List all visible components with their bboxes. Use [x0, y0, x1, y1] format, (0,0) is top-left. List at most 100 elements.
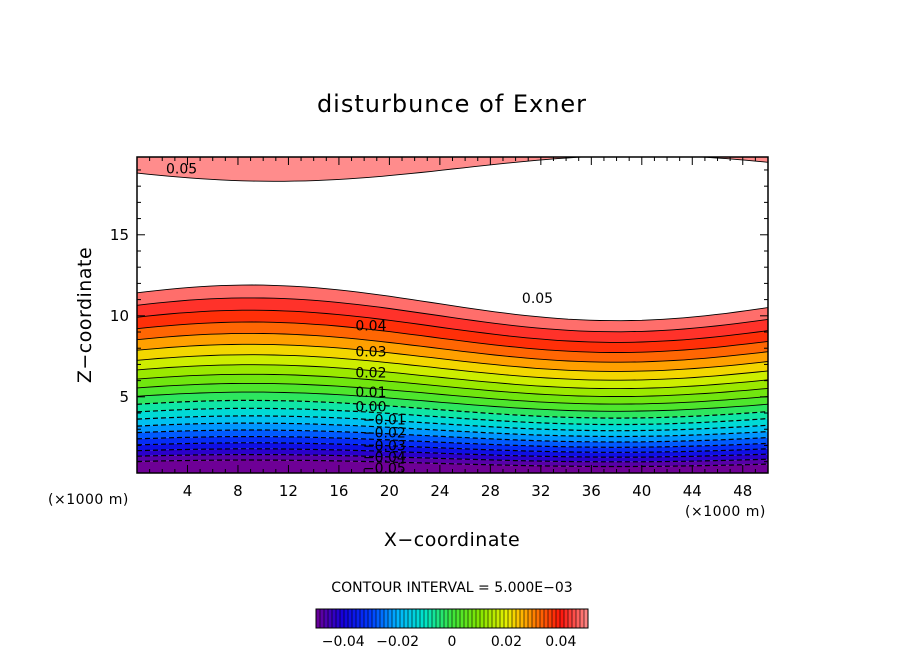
contour-band	[137, 415, 768, 437]
x-tick-label: 4	[183, 482, 193, 500]
contour-line	[137, 442, 768, 453]
contour-band	[137, 297, 768, 343]
x-tick-label: 36	[582, 482, 601, 500]
colorbar-swatch	[392, 609, 397, 628]
contour-line	[137, 354, 768, 381]
colorbar-swatch	[348, 609, 353, 628]
colorbar-tick-label: 0.04	[545, 634, 576, 650]
contour-label: 0.04	[355, 319, 386, 335]
contour-line	[137, 343, 768, 372]
contour-line	[137, 459, 768, 468]
x-axis-label: X−coordinate	[384, 529, 520, 551]
contour-line	[137, 297, 768, 333]
x-unit-right: (×1000 m)	[685, 504, 766, 520]
colorbar-tick-label: 0.02	[491, 634, 522, 650]
colorbar-swatch	[576, 609, 581, 628]
y-tick-label: 10	[110, 307, 129, 325]
colorbar-swatch	[556, 609, 561, 628]
contour-label: −0.05	[363, 461, 406, 477]
colorbar-swatch	[372, 609, 377, 628]
contour-line	[137, 429, 768, 443]
colorbar-swatch	[388, 609, 393, 628]
colorbar-tick-label: −0.04	[322, 634, 365, 650]
contour-band	[137, 322, 768, 363]
colorbar-swatch	[448, 609, 453, 628]
contour-band	[137, 454, 768, 467]
y-tick-label: 5	[119, 388, 129, 406]
colorbar-swatch	[424, 609, 429, 628]
contour-line	[137, 309, 768, 343]
colorbar-swatch	[336, 609, 341, 628]
colorbar-swatch	[340, 609, 345, 628]
colorbar-swatch	[464, 609, 469, 628]
colorbar-swatch	[516, 609, 521, 628]
x-unit-left: (×1000 m)	[48, 492, 129, 508]
contour-label: 0.02	[355, 366, 386, 382]
contour-label: −0.03	[363, 438, 406, 454]
colorbar-swatch	[508, 609, 513, 628]
contour-interval-label: CONTOUR INTERVAL = 5.000E−03	[331, 580, 572, 596]
colorbar-swatch	[400, 609, 405, 628]
colorbar-swatch	[520, 609, 525, 628]
x-tick-label: 48	[733, 482, 752, 500]
colorbar-tick-labels: −0.04 −0.02 0 0.02 0.04	[322, 634, 577, 650]
colorbar-swatch	[452, 609, 457, 628]
colorbar-swatch	[548, 609, 553, 628]
colorbar-swatch	[364, 609, 369, 628]
contour-line	[137, 321, 768, 353]
contour-band	[137, 442, 768, 458]
x-tick-label: 40	[632, 482, 651, 500]
contour-line	[137, 454, 768, 463]
contour-band	[137, 354, 768, 389]
x-tick-label: 12	[279, 482, 298, 500]
colorbar-swatch	[440, 609, 445, 628]
contour-line	[137, 332, 768, 363]
colorbar-swatch	[416, 609, 421, 628]
contour-label: 0.05	[522, 291, 553, 307]
contour-line	[137, 436, 768, 448]
contour-band	[137, 157, 768, 182]
colorbar-swatch	[380, 609, 385, 628]
colorbar-swatch	[412, 609, 417, 628]
x-tick-label: 28	[481, 482, 500, 500]
x-tick-label: 20	[380, 482, 399, 500]
colorbar-swatch	[420, 609, 425, 628]
x-tick-label: 24	[430, 482, 449, 500]
colorbar-swatch	[492, 609, 497, 628]
contour-line	[137, 407, 768, 426]
contour-label: 0.01	[355, 385, 386, 401]
colorbar-swatch	[488, 609, 493, 628]
colorbar-swatch	[500, 609, 505, 628]
contour-band	[137, 423, 768, 442]
colorbar-swatch	[456, 609, 461, 628]
colorbar-swatch	[560, 609, 565, 628]
colorbar-swatch	[568, 609, 573, 628]
colorbar-swatch	[344, 609, 349, 628]
x-tick-label: 16	[329, 482, 348, 500]
contour-band	[137, 460, 768, 473]
contour-band	[137, 333, 768, 372]
colorbar-swatch	[524, 609, 529, 628]
colorbar-swatch	[480, 609, 485, 628]
contour-line	[137, 448, 768, 458]
contour-line	[137, 382, 768, 405]
x-tick-label: 44	[683, 482, 702, 500]
colorbar-swatch	[584, 609, 589, 628]
colorbar-swatch	[368, 609, 373, 628]
colorbar-swatch	[528, 609, 533, 628]
contour-line	[137, 415, 768, 432]
y-axis-label: Z−coordinate	[74, 247, 96, 383]
colorbar-swatch	[328, 609, 333, 628]
colorbar-swatch	[376, 609, 381, 628]
colorbar-swatch	[324, 609, 329, 628]
contour-line	[137, 364, 768, 390]
contour-band	[137, 436, 768, 453]
contour-label: −0.02	[363, 425, 406, 441]
colorbar-swatch	[512, 609, 517, 628]
contour-band	[137, 285, 768, 332]
colorbar-swatch	[580, 609, 585, 628]
contour-band	[137, 364, 768, 397]
contour-line	[137, 157, 768, 182]
chart-title: disturbunce of Exner	[317, 90, 587, 118]
